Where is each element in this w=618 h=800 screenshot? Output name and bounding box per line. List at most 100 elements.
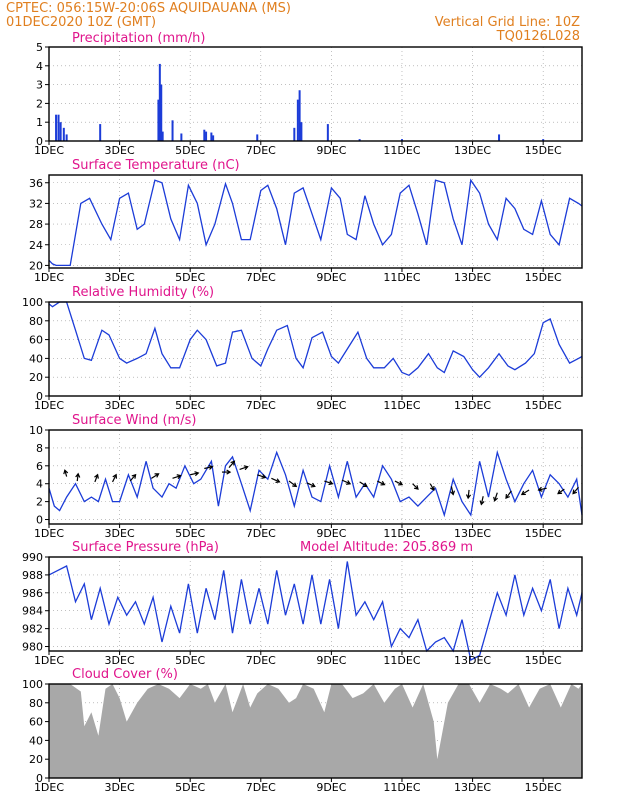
wind-panel: 0 2 4 6 8 10 1DEC 3DEC 5DEC 7DEC 9DEC 11DEC 13DEC 15D… bbox=[29, 413, 583, 540]
cloud-title: Cloud Cover (%) bbox=[72, 667, 178, 682]
wind-arrow bbox=[306, 482, 316, 487]
wind-xtick-label: 11DEC bbox=[383, 527, 420, 540]
temp-frame bbox=[48, 174, 583, 269]
precip-ytick-label: 4 bbox=[36, 60, 43, 73]
wind-xtick-label: 7DEC bbox=[246, 527, 276, 540]
wind-arrowhead bbox=[465, 494, 472, 500]
wind-arrowhead bbox=[243, 465, 249, 471]
wind-ytick-label: 2 bbox=[36, 496, 43, 509]
wind-arrowhead bbox=[75, 472, 81, 478]
wind-arrowhead bbox=[176, 474, 182, 480]
cloud-ytick-label: 20 bbox=[29, 753, 43, 766]
temp-title: Surface Temperature (nC) bbox=[72, 158, 240, 173]
wind-arrow bbox=[494, 492, 498, 501]
cloud-xtick-label: 15DEC bbox=[525, 781, 562, 794]
precip-bar bbox=[210, 132, 213, 141]
pressure-ytick-label: 986 bbox=[22, 587, 43, 600]
wind-arrowhead bbox=[413, 485, 419, 490]
precip-title: Precipitation (mm/h) bbox=[72, 31, 205, 46]
pressure-xtick-label: 9DEC bbox=[316, 654, 346, 667]
precip-bar bbox=[65, 134, 68, 141]
wind-arrowhead bbox=[493, 496, 499, 502]
pressure-xtick-label: 15DEC bbox=[525, 654, 562, 667]
precip-bar bbox=[99, 124, 102, 141]
wind-arrowhead bbox=[557, 489, 563, 495]
pressure-ytick-label: 982 bbox=[22, 623, 43, 636]
precip-xtick-label: 13DEC bbox=[454, 144, 491, 157]
precip-bar bbox=[358, 139, 361, 141]
precip-xtick-label: 11DEC bbox=[383, 144, 420, 157]
wind-arrowhead bbox=[505, 494, 510, 500]
wind-arrowhead bbox=[430, 486, 435, 492]
precip-xtick-label: 7DEC bbox=[246, 144, 276, 157]
cloud-ytick-label: 80 bbox=[29, 697, 43, 710]
precip-xtick-label: 3DEC bbox=[105, 144, 135, 157]
temp-xtick-label: 1DEC bbox=[34, 271, 64, 284]
wind-ytick-label: 4 bbox=[36, 478, 43, 491]
rh-title: Relative Humidity (%) bbox=[72, 285, 214, 300]
rh-ytick-label: 80 bbox=[29, 315, 43, 328]
header-station: CPTEC: 056:15W-20:06S AQUIDAUANA (MS) bbox=[6, 1, 291, 16]
wind-arrow bbox=[467, 489, 470, 499]
wind-arrow bbox=[359, 481, 368, 487]
wind-arrowhead bbox=[537, 486, 543, 492]
wind-arrow bbox=[76, 473, 79, 482]
wind-arrow bbox=[324, 480, 333, 485]
pressure-line bbox=[48, 561, 583, 661]
precip-ytick-label: 1 bbox=[36, 116, 43, 129]
wind-arrowhead bbox=[292, 482, 298, 488]
pressure-xtick-label: 3DEC bbox=[105, 654, 135, 667]
temp-ytick-label: 20 bbox=[29, 259, 43, 272]
temp-xtick-label: 7DEC bbox=[246, 271, 276, 284]
temp-xtick-label: 13DEC bbox=[454, 271, 491, 284]
rh-xtick-label: 1DEC bbox=[34, 399, 64, 412]
rh-xtick-label: 9DEC bbox=[316, 399, 346, 412]
precip-bar bbox=[57, 114, 60, 141]
wind-arrowhead bbox=[398, 480, 404, 486]
wind-arrowhead bbox=[362, 482, 368, 488]
wind-arrow bbox=[129, 474, 137, 482]
wind-xtick-label: 3DEC bbox=[105, 527, 135, 540]
wind-arrow bbox=[239, 466, 248, 470]
precip-bar bbox=[256, 134, 259, 141]
pressure-ytick-label: 984 bbox=[22, 605, 43, 618]
wind-arrow bbox=[94, 474, 99, 483]
pressure-ytick-label: 980 bbox=[22, 641, 43, 654]
wind-arrow bbox=[172, 475, 181, 479]
cloud-frame bbox=[48, 683, 583, 779]
wind-arrow bbox=[377, 480, 385, 486]
wind-arrowhead bbox=[194, 471, 200, 477]
precip-xtick-label: 5DEC bbox=[175, 144, 205, 157]
precip-bar bbox=[161, 131, 164, 141]
precip-panel: 0 1 2 3 4 5 1DEC 3DEC 5DEC 7DEC 9DEC 11DEC 13DEC 15DE… bbox=[34, 31, 583, 157]
header-model-code: TQ0126L028 bbox=[496, 29, 580, 44]
wind-arrow bbox=[204, 466, 213, 470]
cloud-xtick-label: 7DEC bbox=[246, 781, 276, 794]
cloud-xtick-label: 1DEC bbox=[34, 781, 64, 794]
header: CPTEC: 056:15W-20:06S AQUIDAUANA (MS) 01… bbox=[6, 1, 580, 44]
wind-arrow bbox=[151, 473, 159, 479]
temp-xtick-label: 15DEC bbox=[525, 271, 562, 284]
wind-arrowhead bbox=[63, 469, 69, 475]
rh-xtick-label: 3DEC bbox=[105, 399, 135, 412]
pressure-frame bbox=[48, 556, 583, 652]
precip-bar bbox=[160, 84, 163, 141]
precip-bar bbox=[157, 99, 160, 141]
wind-arrowhead bbox=[346, 480, 352, 485]
wind-ytick-label: 0 bbox=[36, 514, 43, 527]
cloud-xtick-label: 11DEC bbox=[383, 781, 420, 794]
precip-bar bbox=[62, 127, 65, 141]
precip-ytick-label: 3 bbox=[36, 79, 43, 92]
wind-ytick-label: 10 bbox=[29, 424, 43, 437]
wind-xtick-label: 1DEC bbox=[34, 527, 64, 540]
wind-arrowhead bbox=[261, 474, 267, 479]
wind-arrow bbox=[257, 474, 266, 479]
precip-bar bbox=[180, 133, 183, 141]
wind-arrow bbox=[271, 477, 280, 483]
wind-arrow bbox=[228, 460, 235, 468]
header-date: 01DEC2020 10Z (GMT) bbox=[6, 15, 156, 30]
pressure-xtick-label: 13DEC bbox=[454, 654, 491, 667]
wind-arrow bbox=[288, 480, 297, 487]
rh-panel: 0 20 40 60 80 100 1DEC 3DEC 5DEC 7DEC 9DEC 11DEC 13D… bbox=[22, 285, 583, 412]
wind-arrowhead bbox=[94, 473, 99, 479]
